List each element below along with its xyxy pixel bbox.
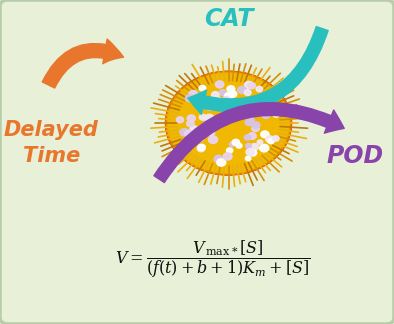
Text: $\mathit{V} = \dfrac{\mathit{V}_{\,\mathrm{max}*}[\mathit{S}]}{(\mathit{f}(\math: $\mathit{V} = \dfrac{\mathit{V}_{\,\math…: [115, 238, 310, 280]
Circle shape: [208, 136, 217, 144]
Circle shape: [212, 92, 219, 98]
Circle shape: [250, 144, 258, 150]
Circle shape: [177, 117, 184, 123]
Circle shape: [249, 150, 257, 156]
Circle shape: [249, 118, 254, 122]
Circle shape: [219, 90, 226, 95]
Circle shape: [234, 105, 242, 111]
Circle shape: [169, 74, 288, 172]
Circle shape: [246, 149, 255, 156]
Circle shape: [207, 101, 214, 108]
Circle shape: [225, 93, 233, 99]
Circle shape: [195, 130, 201, 135]
Circle shape: [217, 159, 226, 166]
Circle shape: [245, 156, 251, 161]
Circle shape: [223, 153, 232, 160]
Circle shape: [166, 72, 291, 174]
Circle shape: [184, 130, 193, 137]
Circle shape: [244, 90, 251, 96]
Circle shape: [223, 102, 232, 109]
Circle shape: [167, 73, 290, 174]
Circle shape: [225, 101, 234, 108]
Circle shape: [165, 71, 292, 175]
Circle shape: [197, 145, 205, 152]
FancyArrowPatch shape: [154, 103, 344, 182]
Circle shape: [244, 135, 251, 140]
Circle shape: [252, 122, 260, 129]
Circle shape: [167, 73, 290, 173]
Circle shape: [266, 136, 274, 143]
Circle shape: [256, 87, 263, 92]
Circle shape: [238, 87, 246, 94]
Circle shape: [198, 137, 204, 142]
Circle shape: [260, 145, 269, 152]
Circle shape: [166, 72, 291, 175]
Circle shape: [166, 72, 291, 175]
Circle shape: [187, 121, 194, 127]
Text: POD: POD: [326, 144, 383, 168]
Circle shape: [229, 142, 235, 147]
Circle shape: [166, 72, 291, 174]
Circle shape: [248, 133, 256, 139]
Circle shape: [221, 97, 230, 104]
Circle shape: [185, 95, 194, 102]
Circle shape: [253, 109, 259, 114]
Circle shape: [252, 125, 259, 132]
Circle shape: [204, 121, 210, 126]
Circle shape: [187, 115, 195, 122]
Circle shape: [189, 90, 197, 97]
Circle shape: [168, 74, 289, 173]
Circle shape: [190, 126, 198, 133]
Circle shape: [245, 119, 253, 125]
Circle shape: [169, 74, 288, 172]
Circle shape: [168, 73, 289, 173]
Circle shape: [180, 129, 189, 136]
Circle shape: [243, 102, 251, 108]
FancyArrowPatch shape: [42, 39, 124, 88]
Circle shape: [167, 72, 290, 174]
Circle shape: [248, 110, 253, 114]
Circle shape: [273, 136, 279, 141]
Circle shape: [198, 144, 205, 151]
Circle shape: [205, 103, 214, 110]
Circle shape: [167, 72, 290, 174]
Circle shape: [168, 74, 289, 173]
Circle shape: [227, 86, 235, 92]
Circle shape: [227, 148, 233, 153]
Circle shape: [167, 73, 290, 174]
Circle shape: [264, 107, 273, 115]
Circle shape: [205, 114, 214, 122]
Circle shape: [214, 157, 221, 162]
Text: CAT: CAT: [204, 7, 253, 31]
Circle shape: [244, 81, 253, 88]
Circle shape: [168, 73, 289, 173]
Circle shape: [165, 71, 292, 175]
Circle shape: [207, 129, 215, 136]
Circle shape: [261, 131, 269, 138]
Circle shape: [167, 73, 290, 173]
Text: Time: Time: [22, 145, 80, 166]
Circle shape: [229, 91, 237, 97]
Text: Delayed: Delayed: [4, 120, 98, 140]
Circle shape: [199, 114, 206, 120]
Circle shape: [167, 72, 290, 174]
Circle shape: [236, 101, 242, 107]
Circle shape: [262, 112, 270, 119]
Circle shape: [258, 103, 265, 109]
Circle shape: [216, 81, 224, 88]
Circle shape: [199, 86, 206, 91]
Circle shape: [213, 97, 221, 104]
Circle shape: [215, 155, 222, 162]
Circle shape: [273, 112, 279, 117]
Circle shape: [167, 73, 290, 173]
Circle shape: [268, 138, 274, 144]
Circle shape: [219, 101, 224, 106]
Circle shape: [257, 140, 263, 145]
Circle shape: [232, 139, 240, 145]
Circle shape: [236, 143, 242, 148]
FancyArrowPatch shape: [188, 27, 328, 114]
Circle shape: [245, 143, 251, 148]
Circle shape: [248, 83, 256, 89]
